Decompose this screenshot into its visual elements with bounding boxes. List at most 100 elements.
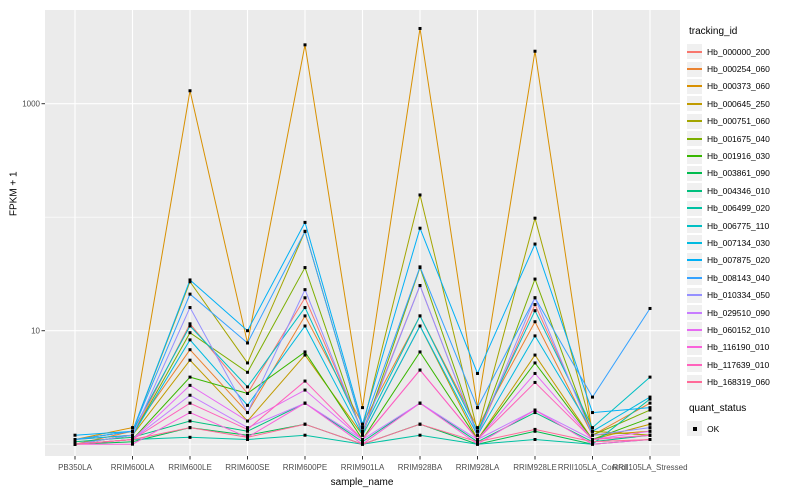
- data-point-Hb_000751_060-RRIM600SE[interactable]: [246, 361, 249, 365]
- legend-item-Hb_060152_010[interactable]: Hb_060152_010: [687, 321, 799, 338]
- data-point-Hb_010334_050-RRIM928BA[interactable]: [418, 284, 422, 288]
- data-point-Hb_168319_060-PB350LA[interactable]: [73, 442, 77, 446]
- data-point-Hb_000373_060-RRIM928LE[interactable]: [533, 49, 537, 53]
- data-point-Hb_117639_010-RRIM928LA[interactable]: [476, 438, 479, 442]
- data-point-Hb_007134_030-RRII105LA_Stressed[interactable]: [648, 395, 652, 399]
- data-point-Hb_006775_110-RRIM901LA[interactable]: [361, 429, 364, 433]
- data-point-Hb_000373_060-RRIM600LA[interactable]: [131, 426, 134, 430]
- data-point-Hb_010334_050-RRIM600LE[interactable]: [188, 306, 192, 310]
- data-point-Hb_168319_060-RRII105LA_Control[interactable]: [591, 440, 594, 444]
- legend-item-Hb_000000_200[interactable]: Hb_000000_200: [687, 43, 799, 60]
- data-point-Hb_004346_010-RRIM600LA[interactable]: [131, 435, 134, 439]
- data-point-Hb_117639_010-RRIM928BA[interactable]: [418, 368, 422, 372]
- data-point-Hb_116190_010-RRIM928BA[interactable]: [418, 401, 422, 405]
- legend-item-Hb_117639_010[interactable]: Hb_117639_010: [687, 356, 799, 373]
- legend-item-Hb_006775_110[interactable]: Hb_006775_110: [687, 217, 799, 234]
- data-point-Hb_168319_060-RRIM928LA[interactable]: [476, 440, 479, 444]
- data-point-Hb_001675_040-RRII105LA_Stressed[interactable]: [648, 408, 652, 412]
- data-point-Hb_007875_020-RRIM600LE[interactable]: [188, 278, 192, 282]
- data-point-Hb_116190_010-RRIM600LE[interactable]: [188, 411, 192, 415]
- data-point-Hb_168319_060-RRIM600SE[interactable]: [246, 435, 249, 439]
- data-point-Hb_003861_090-RRIM928LE[interactable]: [533, 429, 537, 433]
- data-point-Hb_007134_030-RRIM901LA[interactable]: [361, 433, 364, 437]
- data-point-Hb_000373_060-RRIM600PE[interactable]: [303, 43, 307, 47]
- data-point-Hb_168319_060-RRIM928BA[interactable]: [418, 422, 422, 426]
- data-point-Hb_004346_010-PB350LA[interactable]: [73, 440, 77, 444]
- data-point-Hb_006775_110-RRIM600LE[interactable]: [188, 324, 192, 328]
- data-point-Hb_168319_060-RRIM600PE[interactable]: [303, 422, 307, 426]
- data-point-Hb_006775_110-RRIM928LE[interactable]: [533, 309, 537, 313]
- data-point-Hb_117639_010-RRII105LA_Stressed[interactable]: [648, 433, 652, 437]
- data-point-Hb_007134_030-RRIM928BA[interactable]: [418, 324, 422, 328]
- data-point-Hb_006499_020-RRIM600PE[interactable]: [303, 433, 307, 437]
- data-point-Hb_000254_060-RRIM600LE[interactable]: [188, 348, 192, 352]
- data-point-Hb_000254_060-RRIM928LA[interactable]: [476, 426, 479, 430]
- legend-item-Hb_010334_050[interactable]: Hb_010334_050: [687, 286, 799, 303]
- data-point-Hb_003861_090-RRIM600SE[interactable]: [246, 433, 249, 437]
- data-point-Hb_010334_050-RRIM901LA[interactable]: [361, 431, 364, 435]
- legend-item-Hb_008143_040[interactable]: Hb_008143_040: [687, 269, 799, 286]
- data-point-Hb_008143_040-RRIM600PE[interactable]: [303, 229, 307, 233]
- data-point-Hb_006499_020-RRIM928BA[interactable]: [418, 433, 422, 437]
- data-point-Hb_007875_020-RRIM928BA[interactable]: [418, 226, 422, 230]
- data-point-Hb_001916_030-RRIM928BA[interactable]: [418, 350, 422, 354]
- data-point-Hb_000254_060-RRIM928LE[interactable]: [533, 320, 537, 324]
- data-point-Hb_006775_110-RRII105LA_Control[interactable]: [591, 426, 594, 430]
- legend-item-Hb_001675_040[interactable]: Hb_001675_040: [687, 130, 799, 147]
- data-point-Hb_006775_110-RRIM928LA[interactable]: [476, 429, 479, 433]
- data-point-Hb_116190_010-RRIM600LA[interactable]: [131, 442, 134, 446]
- data-point-Hb_004346_010-RRIM928LE[interactable]: [533, 411, 537, 415]
- data-point-Hb_007134_030-RRIM600SE[interactable]: [246, 403, 249, 407]
- data-point-Hb_000645_250-RRIM928LE[interactable]: [533, 353, 537, 357]
- data-point-Hb_001916_030-RRIM600LE[interactable]: [188, 375, 192, 379]
- data-point-Hb_000645_250-RRIM600LE[interactable]: [188, 358, 192, 362]
- data-point-Hb_006499_020-RRIM928LE[interactable]: [533, 438, 537, 442]
- data-point-Hb_116190_010-RRIM928LA[interactable]: [476, 442, 479, 446]
- data-point-Hb_029510_090-RRIM600SE[interactable]: [246, 426, 249, 430]
- data-point-Hb_006499_020-RRIM600LE[interactable]: [188, 435, 192, 439]
- legend-item-Hb_007134_030[interactable]: Hb_007134_030: [687, 234, 799, 251]
- legend-item-Hb_000645_250[interactable]: Hb_000645_250: [687, 95, 799, 112]
- data-point-Hb_008143_040-RRII105LA_Control[interactable]: [591, 395, 594, 399]
- legend-item-Hb_006499_020[interactable]: Hb_006499_020: [687, 200, 799, 217]
- data-point-Hb_001916_030-RRIM600SE[interactable]: [246, 391, 249, 395]
- data-point-Hb_006499_020-RRIM600SE[interactable]: [246, 438, 249, 442]
- data-point-Hb_006499_020-RRII105LA_Stressed[interactable]: [648, 397, 652, 401]
- data-point-Hb_007134_030-RRII105LA_Control[interactable]: [591, 429, 594, 433]
- data-point-Hb_001916_030-RRIM928LE[interactable]: [533, 361, 537, 365]
- data-point-Hb_007875_020-PB350LA[interactable]: [73, 433, 77, 437]
- data-point-Hb_006775_110-RRIM600PE[interactable]: [303, 306, 307, 310]
- data-point-Hb_008143_040-RRIM928LA[interactable]: [476, 406, 479, 410]
- data-point-Hb_001675_040-RRIM928LE[interactable]: [533, 277, 537, 281]
- data-point-Hb_007875_020-RRIM928LE[interactable]: [533, 242, 537, 246]
- data-point-Hb_001916_030-RRIM600PE[interactable]: [303, 350, 307, 354]
- data-point-Hb_010334_050-RRIM928LE[interactable]: [533, 296, 537, 300]
- data-point-Hb_000645_250-RRIM600PE[interactable]: [303, 353, 307, 357]
- legend-item-quant-ok[interactable]: OK: [687, 420, 799, 437]
- data-point-Hb_008143_040-RRIM928BA[interactable]: [418, 265, 422, 269]
- data-point-Hb_116190_010-RRIM928LE[interactable]: [533, 408, 537, 412]
- data-point-Hb_000751_060-RRIM600LE[interactable]: [188, 280, 192, 284]
- data-point-Hb_008143_040-PB350LA[interactable]: [73, 438, 77, 442]
- data-point-Hb_008143_040-RRIM600LA[interactable]: [131, 429, 134, 433]
- data-point-Hb_060152_010-RRIM600PE[interactable]: [303, 388, 307, 392]
- data-point-Hb_117639_010-RRII105LA_Control[interactable]: [591, 438, 594, 442]
- data-point-Hb_004346_010-RRIM600LE[interactable]: [188, 419, 192, 423]
- data-point-Hb_007134_030-RRIM600PE[interactable]: [303, 324, 307, 328]
- data-point-Hb_010334_050-RRIM928LA[interactable]: [476, 433, 479, 437]
- data-point-Hb_007875_020-RRIM901LA[interactable]: [361, 422, 364, 426]
- data-point-Hb_060152_010-RRIM928LE[interactable]: [533, 371, 537, 375]
- data-point-Hb_007875_020-RRIM600PE[interactable]: [303, 220, 307, 224]
- data-point-Hb_007875_020-RRII105LA_Stressed[interactable]: [648, 406, 652, 410]
- data-point-Hb_001675_040-RRIM600SE[interactable]: [246, 370, 249, 374]
- data-point-Hb_168319_060-RRII105LA_Stressed[interactable]: [648, 438, 652, 442]
- legend-item-Hb_004346_010[interactable]: Hb_004346_010: [687, 182, 799, 199]
- data-point-Hb_010334_050-RRII105LA_Stressed[interactable]: [648, 426, 652, 430]
- data-point-Hb_003861_090-RRIM600LA[interactable]: [131, 440, 134, 444]
- data-point-Hb_000254_060-RRIM600PE[interactable]: [303, 314, 307, 318]
- data-point-Hb_168319_060-RRIM901LA[interactable]: [361, 442, 364, 446]
- data-point-Hb_168319_060-RRIM600LA[interactable]: [131, 438, 134, 442]
- data-point-Hb_000751_060-RRIM928BA[interactable]: [418, 193, 422, 197]
- data-point-Hb_006775_110-RRII105LA_Stressed[interactable]: [648, 375, 652, 379]
- data-point-Hb_008143_040-RRIM600SE[interactable]: [246, 341, 249, 345]
